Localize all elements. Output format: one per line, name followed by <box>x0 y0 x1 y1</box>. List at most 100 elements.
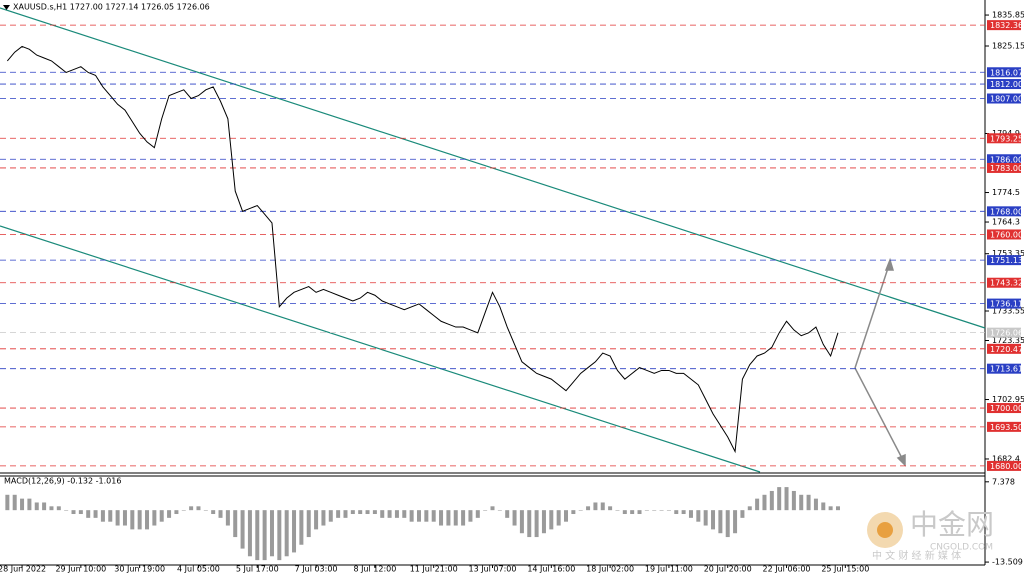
macd-bar <box>799 494 804 511</box>
macd-bar <box>394 510 399 518</box>
macd-bar <box>703 510 708 526</box>
projection-arrows <box>854 257 906 467</box>
macd-bar <box>380 510 385 518</box>
macd-bar <box>468 510 473 522</box>
macd-bar <box>769 490 774 511</box>
level-label: 1793.25 <box>990 134 1023 143</box>
macd-bar <box>189 506 194 511</box>
macd-bar <box>637 510 642 515</box>
macd-bar <box>167 510 172 518</box>
logo <box>877 522 893 538</box>
macd-bar <box>519 510 524 534</box>
macd-bar <box>534 510 539 538</box>
price-line <box>6 45 839 454</box>
x-tick-label: 13 Jul 07:00 <box>469 565 517 574</box>
level-box <box>987 206 1021 217</box>
y-tick-label: 1774.5 <box>992 188 1020 197</box>
macd-bar <box>725 510 730 538</box>
macd-bar <box>122 510 127 526</box>
level-box <box>987 421 1021 432</box>
level-label: 1751.13 <box>990 256 1023 265</box>
macd-bar <box>181 510 186 511</box>
y-tick-label: 1764.3 <box>992 218 1020 227</box>
macd-bar <box>262 510 267 561</box>
level-box <box>987 363 1021 374</box>
macd-bar <box>791 490 796 511</box>
macd-bar <box>78 510 83 515</box>
level-label: 1807.00 <box>990 95 1023 104</box>
level-label: 1726.06 <box>990 329 1023 338</box>
macd-bar <box>328 510 333 522</box>
macd-bar <box>284 510 289 557</box>
macd-bar <box>424 510 429 522</box>
macd-bar <box>453 510 458 526</box>
level-box <box>987 79 1021 90</box>
level-box <box>987 133 1021 144</box>
y-tick-label: 1753.35 <box>992 249 1024 258</box>
macd-bar <box>211 510 216 515</box>
macd-bar <box>696 510 701 522</box>
y-tick-label: 7.378 <box>992 477 1015 486</box>
level-label: 1743.32 <box>990 279 1023 288</box>
macd-bar <box>100 510 105 522</box>
macd-bar <box>130 510 135 530</box>
macd-bar <box>49 506 54 511</box>
level-label: 1713.61 <box>990 365 1023 374</box>
x-tick-label: 5 Jul 17:00 <box>236 565 279 574</box>
macd-bar <box>666 510 671 511</box>
macd-bar <box>5 494 10 511</box>
macd-bar <box>608 506 613 511</box>
macd-bar <box>784 487 789 511</box>
x-tick-label: 14 Jul 16:00 <box>527 565 575 574</box>
macd-bar <box>644 510 649 511</box>
macd-bar <box>630 510 635 515</box>
macd-bar <box>255 510 260 561</box>
macd-bar <box>461 510 466 526</box>
macd-bar <box>372 510 377 515</box>
level-box <box>987 162 1021 173</box>
macd-bar <box>652 510 657 511</box>
macd-bar <box>718 510 723 534</box>
macd-bar <box>416 510 421 522</box>
level-label: 1816.07 <box>990 68 1023 77</box>
level-box <box>987 20 1021 31</box>
level-box <box>987 229 1021 240</box>
macd-bar <box>233 510 238 538</box>
macd-bar <box>490 506 495 511</box>
macd-bar <box>108 510 113 522</box>
macd-bar <box>350 510 355 515</box>
macd-bar <box>12 494 17 511</box>
brand: 中金网 <box>910 508 994 541</box>
macd-bar <box>137 510 142 530</box>
macd-bar <box>556 510 561 526</box>
x-tick-label: 19 Jul 11:00 <box>645 565 693 574</box>
level-box <box>987 343 1021 354</box>
macd-bar <box>299 510 304 545</box>
level-label: 1720.47 <box>990 345 1023 354</box>
macd-bar <box>20 498 25 511</box>
macd-bar <box>321 510 326 526</box>
level-box <box>987 403 1021 414</box>
level-label: 1812.00 <box>990 80 1023 89</box>
macd-bar <box>446 510 451 526</box>
macd-bar <box>600 502 605 511</box>
macd-bar <box>358 510 363 515</box>
macd-bar <box>203 510 208 511</box>
macd-bar <box>152 510 157 526</box>
macd-bar <box>409 510 414 522</box>
macd-bar <box>835 506 840 511</box>
level-label: 1832.36 <box>990 21 1023 30</box>
macd-bar <box>549 510 554 530</box>
y-tick-label: 1835.85 <box>992 11 1024 20</box>
level-label: 1736.11 <box>990 300 1023 309</box>
macd-bar <box>688 510 693 518</box>
macd-bar <box>740 510 745 518</box>
macd-bar <box>512 510 517 526</box>
macd-bar <box>615 510 620 511</box>
macd-bar <box>115 510 120 526</box>
level-box <box>987 277 1021 288</box>
macd-bar <box>71 510 76 515</box>
y-tick-label: 1825.15 <box>992 41 1024 50</box>
macd-bar <box>387 510 392 518</box>
